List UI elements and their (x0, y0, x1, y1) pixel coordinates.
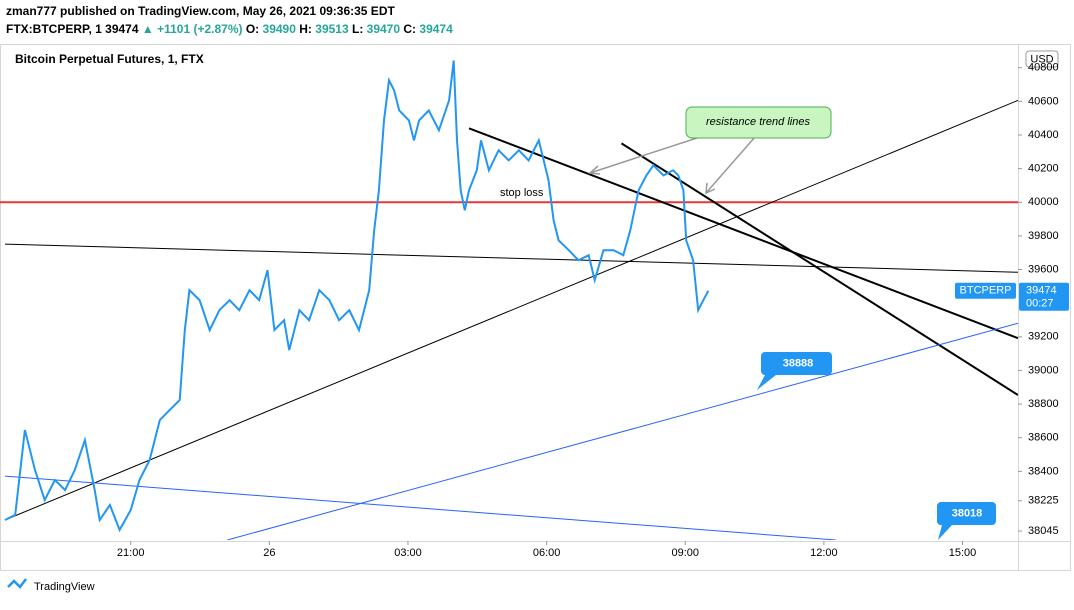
trend-line (4, 99, 1018, 521)
currency-box (1025, 50, 1059, 68)
price: 39474 (105, 22, 139, 36)
change-arrow: ▲ (142, 22, 154, 36)
x-tick-label: 12:00 (810, 547, 838, 559)
trend-line (620, 142, 1018, 396)
callout-arrow (705, 136, 756, 194)
y-tick-label: 38400 (1028, 465, 1059, 477)
ohlc-value: 39490 (263, 22, 297, 36)
footer: TradingView (34, 581, 95, 593)
y-tick-label: 38600 (1028, 432, 1059, 444)
last-price-box (1019, 282, 1069, 311)
price-note (936, 502, 996, 540)
y-tick-label: 39200 (1028, 331, 1059, 343)
ohlc-value: 39513 (315, 22, 349, 36)
trend-line (468, 127, 1018, 340)
price-note-text: 38888 (783, 357, 814, 369)
trend-line (227, 322, 1018, 540)
callout-box (685, 106, 832, 139)
y-tick-label: 39000 (1028, 364, 1059, 376)
series-name-box (955, 282, 1016, 299)
last-price: 39474 (1026, 285, 1057, 297)
y-tick-label: 40000 (1028, 196, 1059, 208)
series-name: BTCPERP (960, 285, 1012, 297)
y-tick-label: 40800 (1028, 62, 1059, 74)
y-tick-label: 39600 (1028, 263, 1059, 275)
publish-info: zman777 published on TradingView.com, Ma… (6, 4, 395, 18)
x-tick-label: 26 (263, 547, 275, 559)
axes: 38045 38225 38400 38600 38800 39000 39200 39600… (117, 62, 1069, 559)
callout-arrow (589, 136, 701, 174)
plot (0, 60, 1018, 540)
symbol-info: FTX:BTCPERP, 1 39474 ▲ +1101 (+2.87%) O:… (6, 22, 453, 36)
x-tick-label: 09:00 (671, 547, 699, 559)
frame (0, 44, 1071, 571)
y-tick-label: 38225 (1028, 495, 1059, 507)
ohlc-key: H: (299, 22, 312, 36)
symbol: FTX:BTCPERP, 1 (6, 22, 102, 36)
y-tick-label: 40600 (1028, 95, 1059, 107)
currency: USD (1030, 53, 1053, 65)
ohlc-key: C: (403, 22, 416, 36)
x-tick-label: 15:00 (949, 547, 977, 559)
logo (7, 578, 27, 589)
symbol-line: FTX:BTCPERP, 1 39474 ▲ +1101 (+2.87%) O:… (6, 22, 453, 36)
ohlc-key: L: (352, 22, 363, 36)
countdown: 00:27 (1026, 298, 1054, 310)
y-tick-label: 38800 (1028, 398, 1059, 410)
arrow-head (705, 182, 716, 195)
ohlc-value: 39474 (419, 22, 453, 36)
x-tick-label: 21:00 (117, 547, 145, 559)
price-note (757, 352, 832, 390)
y-tick-label: 39800 (1028, 230, 1059, 242)
x-tick-label: 06:00 (533, 547, 561, 559)
y-tick-label: 40400 (1028, 129, 1059, 141)
ohlc-key: O: (246, 22, 259, 36)
trend-line (4, 475, 836, 540)
stop-loss-label: stop loss (500, 187, 544, 199)
callout-text: resistance trend lines (706, 116, 810, 128)
chart-title: Bitcoin Perpetual Futures, 1, FTX (15, 52, 204, 66)
arrow-head (588, 165, 601, 175)
price-line (4, 60, 710, 533)
ohlc-value: 39470 (367, 22, 401, 36)
y-tick-label: 38045 (1028, 525, 1059, 537)
price-note-text: 38018 (952, 507, 983, 519)
trend-line (4, 243, 1018, 273)
change: +1101 (+2.87%) (157, 22, 242, 36)
x-tick-label: 03:00 (394, 547, 422, 559)
y-tick-label: 40200 (1028, 163, 1059, 175)
